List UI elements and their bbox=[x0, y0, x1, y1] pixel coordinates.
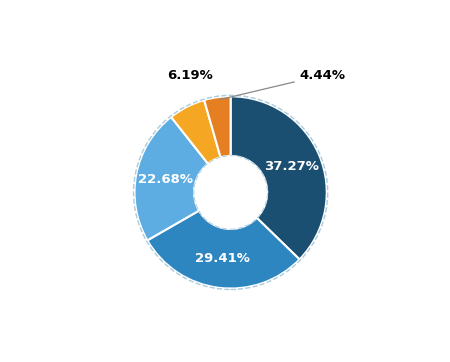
Text: 37.27%: 37.27% bbox=[264, 160, 319, 173]
Text: 6.19%: 6.19% bbox=[167, 69, 213, 82]
Text: 22.68%: 22.68% bbox=[138, 173, 193, 186]
Wedge shape bbox=[230, 96, 327, 260]
Wedge shape bbox=[204, 96, 230, 157]
Wedge shape bbox=[135, 117, 208, 240]
Text: 29.41%: 29.41% bbox=[195, 252, 250, 265]
Wedge shape bbox=[147, 211, 300, 289]
Wedge shape bbox=[171, 100, 220, 164]
Text: 4.44%: 4.44% bbox=[220, 69, 346, 100]
Circle shape bbox=[195, 157, 266, 228]
